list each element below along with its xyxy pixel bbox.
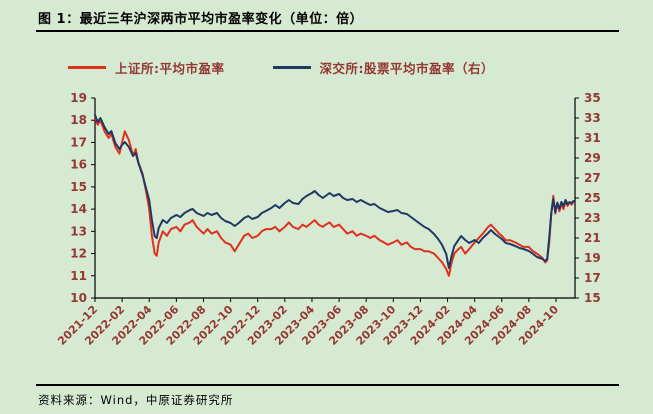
svg-text:35: 35 [584,91,601,105]
svg-text:31: 31 [584,131,601,145]
svg-text:25: 25 [584,191,601,205]
chart-svg: 10 11 12 13 14 15 16 17 18 19 15 17 19 21 23 25 27 29 31 33… [55,91,601,348]
svg-text:17: 17 [70,135,87,149]
svg-text:19: 19 [584,251,601,265]
pe-ratio-chart: 10 11 12 13 14 15 16 17 18 19 15 17 19 21 23 25 27 29 31 33… [0,86,653,378]
svg-text:33: 33 [584,111,601,125]
svg-text:11: 11 [70,269,87,283]
legend-label-sse: 上证所:平均市盈率 [115,61,225,76]
svg-text:27: 27 [584,171,601,185]
page-title: 图 1：最近三年沪深两市平均市盈率变化（单位：倍） [38,12,364,27]
chart-legend: 上证所:平均市盈率 深交所:股票平均市盈率（右） [68,58,494,77]
szse-line-swatch-icon [272,66,311,69]
svg-text:18: 18 [70,113,87,127]
legend-item-szse: 深交所:股票平均市盈率（右） [272,58,495,77]
svg-text:14: 14 [70,202,87,216]
svg-text:10: 10 [70,291,87,305]
svg-text:16: 16 [70,158,87,172]
svg-text:21: 21 [584,231,601,245]
svg-text:15: 15 [70,180,87,194]
svg-text:12: 12 [70,247,87,261]
sse-line-swatch-icon [68,66,106,69]
svg-text:23: 23 [584,211,601,225]
title-divider [36,30,619,32]
svg-text:19: 19 [70,91,87,105]
svg-text:15: 15 [584,291,601,305]
source-divider [36,384,619,386]
legend-item-sse: 上证所:平均市盈率 [68,58,225,77]
svg-text:13: 13 [70,224,87,238]
legend-label-szse: 深交所:股票平均市盈率（右） [319,61,494,76]
svg-text:17: 17 [584,271,601,285]
svg-text:29: 29 [584,151,601,165]
source-note: 资料来源：Wind，中原证券研究所 [38,393,234,407]
